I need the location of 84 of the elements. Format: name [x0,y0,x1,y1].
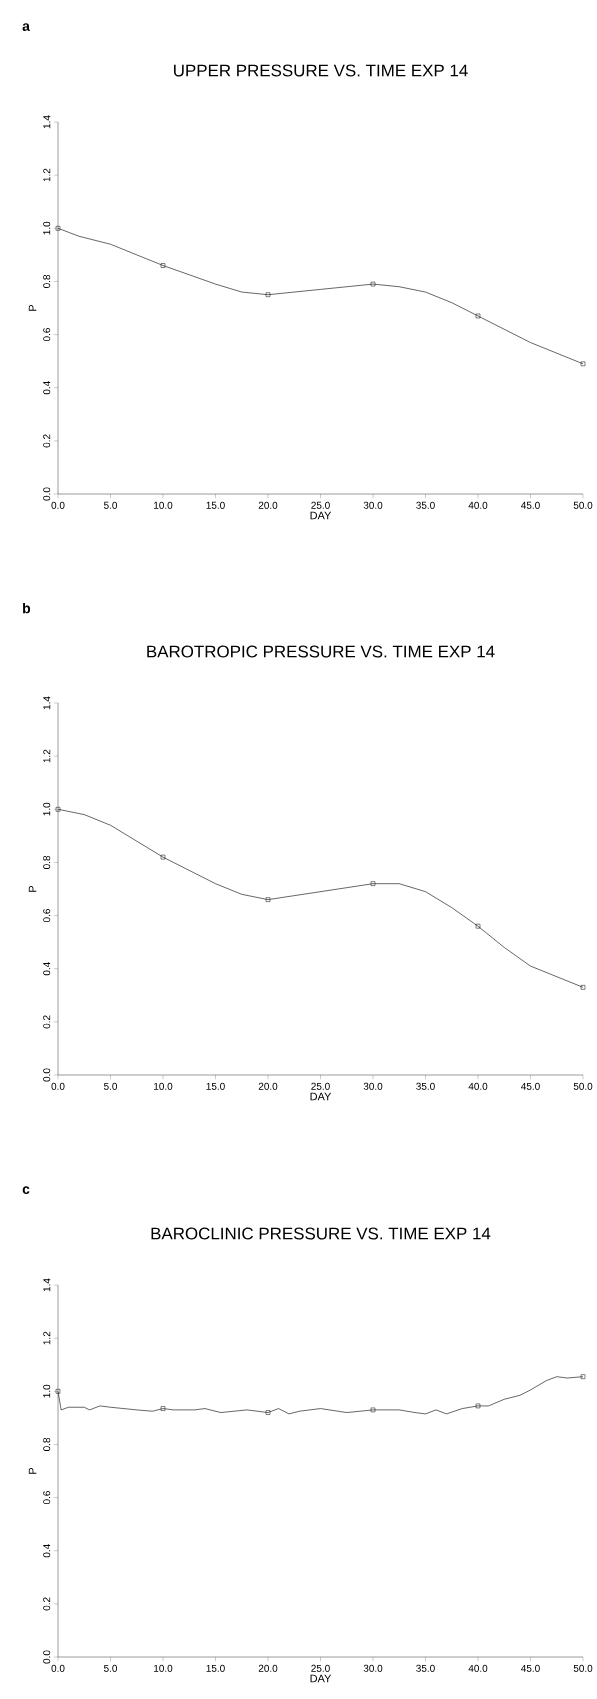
y-tick-label: 0.8 [43,274,51,288]
x-tick-label: 35.0 [416,501,435,509]
x-tick-label: 45.0 [521,1664,540,1672]
x-tick-label: 25.0 [311,1664,330,1672]
y-axis-title: P [28,304,37,311]
y-tick-label: 1.4 [43,1278,51,1292]
point [580,985,586,990]
y-tick-label: 1.4 [43,115,51,129]
text: b [23,603,31,614]
chart-title: BAROTROPIC PRESSURE VS. TIME EXP 14 [147,645,495,658]
x-tick-label: 10.0 [154,501,173,509]
x-tick-label: 5.0 [103,501,118,509]
y-tick-label: 1.0 [43,221,51,235]
x-axis-title: DAY [310,1674,332,1683]
x-tick-label: 40.0 [468,501,488,509]
x-tick-label: 40.0 [468,1664,488,1672]
y-tick-label: 0.4 [43,1544,51,1558]
x-tick-label: 50.0 [573,501,593,509]
x-tick-label: 35.0 [416,1664,435,1672]
x-tick-label: 10.0 [154,1664,173,1672]
point [370,1407,376,1413]
y-tick-label: 0.4 [43,962,51,976]
point [55,226,61,231]
x-tick-label: 50.0 [573,1082,593,1090]
point [265,1410,271,1415]
x-tick-label: 35.0 [416,1082,435,1090]
x-axis-title: DAY [310,511,332,520]
chart-title: BAROCLINIC PRESSURE VS. TIME EXP 14 [151,1227,491,1240]
y-axis-title: P [28,1467,37,1474]
x-tick-label: 20.0 [258,1082,278,1090]
point [475,923,481,929]
point [370,281,376,287]
point [265,292,271,297]
y-tick-label: 0.4 [43,381,51,395]
x-tick-label: 50.0 [573,1664,593,1672]
x-tick-label: 15.0 [206,1082,225,1090]
point [55,807,61,812]
y-tick-label: 1.2 [43,168,51,182]
text: a [22,23,30,31]
y-tick-label: 0.6 [43,1491,51,1505]
x-tick-label: 20.0 [258,1664,278,1672]
y-tick-label: 1.0 [43,802,51,816]
y-tick-label: 0.2 [43,1015,51,1029]
point [265,897,271,902]
point [160,854,166,860]
x-tick-label: 10.0 [154,1082,173,1090]
y-tick-label: 0.2 [43,1597,51,1611]
point [580,1374,586,1379]
x-tick-label: 30.0 [363,1082,383,1090]
y-tick-label: 0.8 [43,855,51,869]
y-tick-label: 1.2 [43,1331,51,1345]
point [475,313,481,319]
x-tick-label: 15.0 [206,1664,225,1672]
x-tick-label: 20.0 [258,501,278,509]
point [580,361,586,367]
x-axis-title: DAY [310,1092,332,1101]
y-tick-label: 0.6 [43,909,51,923]
x-tick-label: 5.0 [103,1664,118,1672]
x-tick-label: 15.0 [206,501,225,509]
y-tick-label: 0.8 [43,1437,51,1451]
point [55,1389,61,1394]
x-tick-label: 45.0 [521,501,540,509]
x-tick-label: 30.0 [363,1664,383,1672]
point [160,263,166,268]
y-axis-title: P [28,885,37,892]
chart-title: UPPER PRESSURE VS. TIME EXP 14 [174,64,468,77]
y-tick-label: 0.6 [43,328,51,342]
x-tick-label: 25.0 [311,501,330,509]
y-tick-label: 1.0 [43,1384,51,1398]
x-tick-label: 5.0 [103,1082,118,1090]
x-tick-label: 0.0 [51,1664,65,1672]
text: c [22,1186,30,1194]
point [160,1406,166,1411]
y-tick-label: 0.2 [43,434,51,448]
x-tick-label: 0.0 [51,501,65,509]
y-tick-label: 1.4 [43,696,51,710]
point [370,881,376,886]
x-tick-label: 30.0 [363,501,383,509]
x-tick-label: 0.0 [51,1082,65,1090]
x-tick-label: 40.0 [468,1082,488,1090]
point [475,1403,481,1409]
y-tick-label: 1.2 [43,749,51,763]
x-tick-label: 25.0 [311,1082,330,1090]
x-tick-label: 45.0 [521,1082,540,1090]
